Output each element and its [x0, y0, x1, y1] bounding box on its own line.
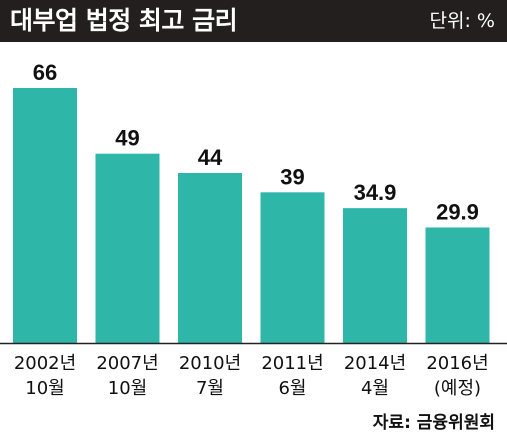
bar-0 — [13, 88, 77, 343]
bars-group — [13, 88, 490, 343]
value-label-3: 39 — [280, 164, 304, 189]
category-label-0-line-0: 2002년 — [14, 353, 76, 374]
category-label-5-line-0: 2016년 — [426, 353, 488, 374]
bar-4 — [343, 208, 407, 343]
source-note: 자료: 금융위원회 — [372, 413, 495, 433]
value-label-1: 49 — [115, 126, 139, 151]
category-labels-group: 2002년 10월 2007년 10월 2010년 7월 2011년 6월 2014년 4월 201… — [14, 353, 489, 399]
bar-2 — [178, 173, 242, 343]
category-label-4-line-1: 4월 — [361, 378, 389, 399]
category-label-3-line-1: 6월 — [278, 378, 306, 399]
category-label-2-line-1: 7월 — [196, 378, 224, 399]
value-label-0: 66 — [33, 60, 57, 85]
value-labels-group: 66 49 44 39 34.9 29.9 — [33, 60, 479, 224]
bar-3 — [260, 192, 325, 343]
value-label-4: 34.9 — [354, 180, 397, 205]
title-bar: 대부업 법정 최고 금리 단위: % — [0, 0, 507, 42]
value-label-5: 29.9 — [436, 199, 479, 224]
value-label-2: 44 — [198, 145, 223, 170]
bar-5 — [425, 227, 490, 343]
bar-1 — [95, 153, 160, 343]
unit-label: 단위: % — [429, 10, 495, 32]
chart-title: 대부업 법정 최고 금리 — [10, 6, 238, 35]
category-label-1-line-1: 10월 — [108, 378, 147, 399]
category-label-2-line-0: 2010년 — [179, 353, 241, 374]
category-label-0-line-1: 10월 — [25, 378, 64, 399]
bar-chart: 66 49 44 39 34.9 29.9 2002년 10월 2007년 10월 2010년 7월… — [0, 60, 507, 399]
category-label-1-line-0: 2007년 — [96, 353, 158, 374]
category-label-4-line-0: 2014년 — [344, 353, 406, 374]
category-label-5-line-1: (예정) — [434, 378, 481, 399]
category-label-3-line-0: 2011년 — [261, 353, 323, 374]
